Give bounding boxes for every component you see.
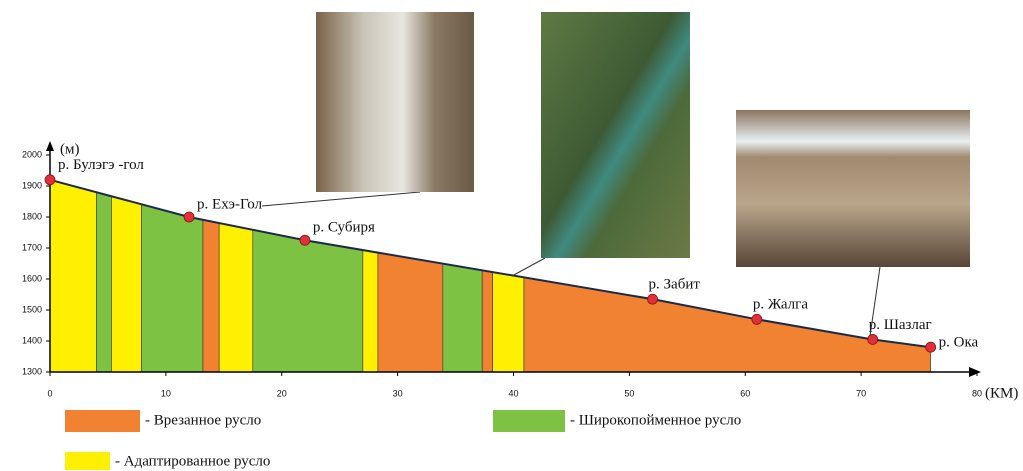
x-axis-arrow (969, 367, 981, 377)
tributary-label: р. Булэгэ -гол (58, 157, 144, 173)
channel-segment (482, 270, 492, 372)
y-tick-label: 1400 (22, 335, 42, 345)
x-tick-label: 0 (47, 388, 52, 398)
tributary-label: р. Забит (649, 277, 701, 293)
x-tick-label: 50 (624, 388, 634, 398)
tributary-label: р. Ехэ-Гол (197, 196, 263, 212)
x-tick-label: 20 (277, 388, 287, 398)
y-axis-arrow (46, 141, 54, 151)
tributary-label: р. Ока (939, 335, 979, 351)
photo (541, 12, 690, 258)
channel-segment (219, 223, 253, 372)
y-tick-label: 1800 (22, 211, 42, 221)
legend-label: - Широкопойменное русло (570, 412, 741, 428)
tributary-point (648, 294, 658, 304)
legend-swatch (493, 410, 565, 432)
leader-line (512, 258, 545, 276)
x-tick-label: 80 (972, 388, 982, 398)
y-tick-label: 1900 (22, 180, 42, 190)
legend-swatch (65, 452, 110, 470)
channel-segment (111, 196, 141, 372)
x-tick-label: 70 (856, 388, 866, 398)
tributary-label: р. Жалга (753, 297, 808, 313)
y-axis-label: (м) (60, 141, 79, 157)
photo (736, 110, 970, 267)
channel-segment (253, 230, 363, 372)
x-axis-label: (КМ) (985, 385, 1018, 401)
tributary-point (926, 342, 936, 352)
chart: 0 10 20 30 40 50 60 70 80 1300 1400 1500 1600 1700 180… (0, 0, 1023, 471)
y-tick-label: 2000 (22, 149, 42, 159)
legend-swatch (65, 410, 140, 432)
y-tick-label: 1300 (22, 366, 42, 376)
tributary-label: р. Шазлаг (869, 317, 932, 333)
leader-line (262, 192, 420, 206)
x-tick-label: 10 (161, 388, 171, 398)
channel-segment (378, 253, 443, 372)
legend-label: - Адаптированное русло (115, 453, 270, 469)
photo (316, 12, 474, 192)
channel-segment (142, 204, 203, 372)
tributary-point (45, 175, 55, 185)
channel-segment (203, 220, 219, 372)
channel-segment (363, 250, 378, 372)
channel-segment (443, 264, 482, 372)
channel-segment (493, 272, 524, 372)
y-tick-label: 1600 (22, 273, 42, 283)
tributary-point (300, 235, 310, 245)
tributary-label: р. Субиря (313, 220, 375, 236)
x-tick-label: 40 (508, 388, 518, 398)
channel-segment (50, 180, 96, 372)
tributary-point (184, 212, 194, 222)
tributary-point (868, 334, 878, 344)
x-tick-label: 30 (393, 388, 403, 398)
y-tick-label: 1500 (22, 304, 42, 314)
legend-label: - Врезанное русло (145, 412, 261, 428)
y-tick-label: 1700 (22, 242, 42, 252)
channel-segment (96, 192, 111, 372)
tributary-point (752, 314, 762, 324)
x-tick-label: 60 (740, 388, 750, 398)
